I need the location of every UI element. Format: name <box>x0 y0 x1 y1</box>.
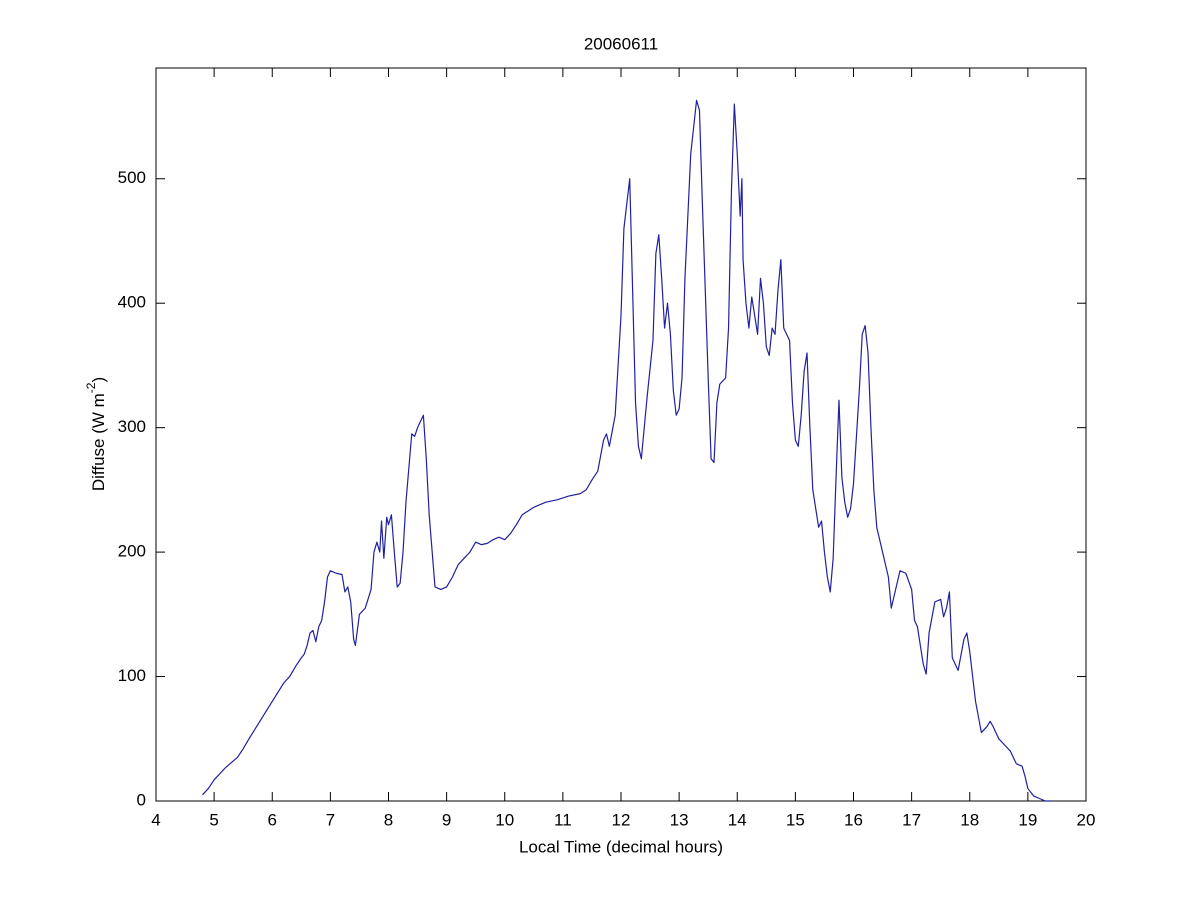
y-tick-label: 0 <box>137 790 146 809</box>
x-tick-label: 12 <box>612 810 631 829</box>
x-tick-label: 6 <box>268 810 277 829</box>
x-tick-label: 9 <box>442 810 451 829</box>
x-tick-label: 16 <box>844 810 863 829</box>
x-tick-label: 8 <box>384 810 393 829</box>
x-tick-label: 13 <box>670 810 689 829</box>
x-tick-label: 5 <box>209 810 218 829</box>
y-axis-label-superscript: -2 <box>84 382 98 393</box>
x-tick-label: 10 <box>495 810 514 829</box>
y-tick-label: 300 <box>118 417 146 436</box>
x-tick-label: 14 <box>728 810 747 829</box>
x-tick-label: 15 <box>786 810 805 829</box>
x-tick-label: 20 <box>1077 810 1096 829</box>
chart-title: 20060611 <box>584 34 658 53</box>
x-tick-label: 18 <box>960 810 979 829</box>
x-tick-label: 19 <box>1018 810 1037 829</box>
data-line <box>202 99 1052 802</box>
y-axis-label-text: Diffuse (W m <box>89 393 108 491</box>
y-axis-label-suffix: ) <box>89 377 108 383</box>
x-tick-label: 4 <box>151 810 160 829</box>
x-tick-label: 11 <box>554 810 572 829</box>
x-tick-label: 17 <box>902 810 921 829</box>
y-tick-label: 200 <box>118 542 146 561</box>
y-tick-label: 400 <box>118 293 146 312</box>
y-tick-label: 100 <box>118 666 146 685</box>
x-axis-label: Local Time (decimal hours) <box>519 837 723 856</box>
x-tick-label: 7 <box>326 810 335 829</box>
y-axis-label: Diffuse (W m-2) <box>84 377 108 491</box>
y-tick-label: 500 <box>118 168 146 187</box>
